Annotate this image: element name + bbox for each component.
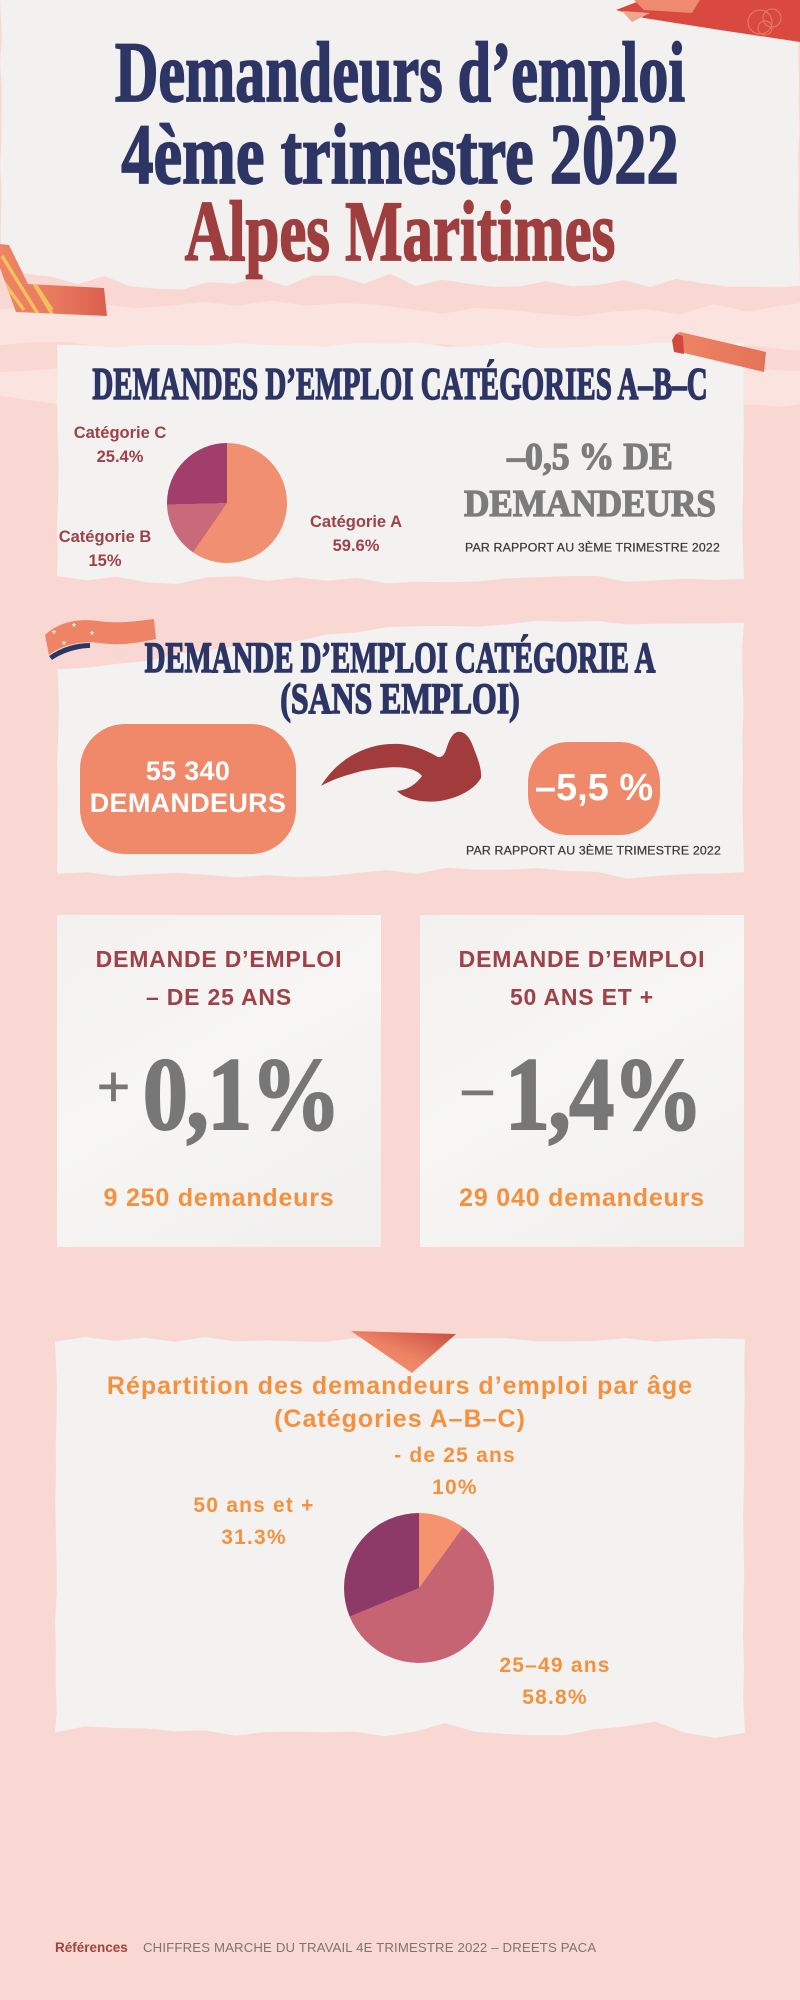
- svg-text:*: *: [90, 630, 94, 641]
- svg-text:*: *: [52, 629, 56, 640]
- svg-text:*: *: [62, 640, 66, 651]
- svg-text:*: *: [72, 622, 76, 633]
